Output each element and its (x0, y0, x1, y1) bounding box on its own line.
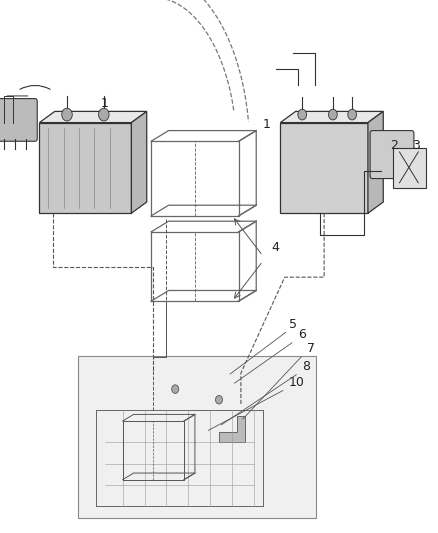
Polygon shape (280, 123, 368, 213)
Text: 1: 1 (101, 96, 109, 110)
FancyBboxPatch shape (370, 131, 414, 179)
Circle shape (172, 385, 179, 393)
Circle shape (328, 109, 337, 120)
Text: 2: 2 (390, 139, 398, 152)
FancyBboxPatch shape (78, 356, 316, 518)
Text: 8: 8 (302, 360, 310, 374)
Text: 3: 3 (412, 139, 420, 152)
Text: 6: 6 (298, 328, 306, 342)
Polygon shape (131, 111, 147, 213)
Polygon shape (39, 123, 131, 213)
FancyBboxPatch shape (393, 148, 426, 188)
Text: 10: 10 (289, 376, 305, 390)
Circle shape (348, 109, 357, 120)
Circle shape (215, 395, 223, 404)
Circle shape (99, 108, 109, 121)
FancyBboxPatch shape (0, 99, 37, 141)
Polygon shape (280, 111, 383, 123)
Text: 4: 4 (272, 240, 279, 254)
Polygon shape (368, 111, 383, 213)
Text: 7: 7 (307, 342, 314, 355)
Polygon shape (39, 111, 147, 123)
Text: 5: 5 (289, 318, 297, 331)
Circle shape (62, 108, 72, 121)
Text: 1: 1 (263, 118, 271, 131)
Polygon shape (219, 416, 245, 442)
Circle shape (298, 109, 307, 120)
